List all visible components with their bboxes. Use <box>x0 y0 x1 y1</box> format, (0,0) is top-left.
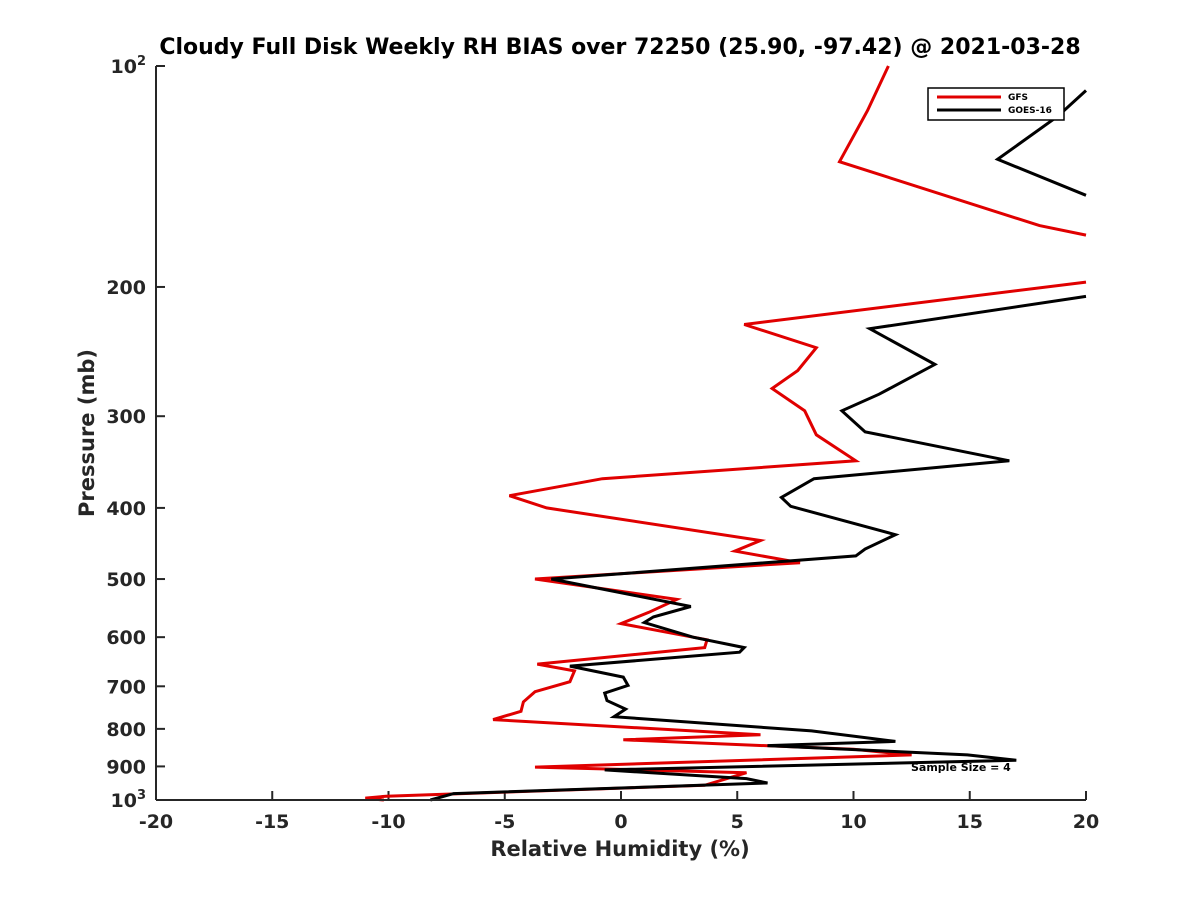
plot-series <box>365 65 1088 802</box>
chart-title: Cloudy Full Disk Weekly RH BIAS over 722… <box>159 35 1080 60</box>
y-tick-label: 103 <box>111 788 147 812</box>
y-tick-label: 600 <box>106 627 146 649</box>
x-tick-label: -10 <box>371 811 405 833</box>
x-tick-label: 10 <box>840 811 866 833</box>
y-tick-label: 800 <box>106 719 146 741</box>
y-tick-label: 700 <box>106 676 146 698</box>
y-tick-label: 400 <box>106 498 146 520</box>
legend: GFS GOES-16 <box>927 87 1065 121</box>
y-tick-label: 200 <box>106 277 146 299</box>
y-tick-label: 500 <box>106 569 146 591</box>
y-tick-label: 900 <box>106 756 146 778</box>
x-tick-label: -5 <box>494 811 515 833</box>
x-tick-labels: -20 -15 -10 -5 0 5 10 15 20 <box>139 811 1099 833</box>
legend-box <box>927 87 1065 121</box>
y-axis-label: Pressure (mb) <box>75 349 99 517</box>
series-line-goes-16-0 <box>994 89 1088 197</box>
series-line-goes-16-1 <box>430 294 1087 802</box>
x-tick-label: -15 <box>255 811 289 833</box>
legend-label-gfs: GFS <box>1008 93 1028 103</box>
x-axis-label: Relative Humidity (%) <box>490 837 749 861</box>
y-tick-labels: 102 200 300 400 500 600 700 800 900 103 <box>106 54 146 812</box>
x-tick-label: -20 <box>139 811 173 833</box>
x-tick-label: 20 <box>1073 811 1099 833</box>
x-tick-label: 5 <box>731 811 744 833</box>
legend-label-goes-16: GOES-16 <box>1008 106 1052 116</box>
x-tick-label: 0 <box>614 811 627 833</box>
series-line-gfs-0 <box>837 65 1087 237</box>
x-tick-label: 15 <box>957 811 983 833</box>
sample-size-annotation: Sample Size = 4 <box>911 761 1011 774</box>
y-tick-label: 102 <box>111 54 147 78</box>
tick-marks <box>155 65 1087 801</box>
series-line-gfs-1 <box>365 280 1087 802</box>
y-tick-label: 300 <box>106 406 146 428</box>
plot-axes <box>155 66 1086 801</box>
